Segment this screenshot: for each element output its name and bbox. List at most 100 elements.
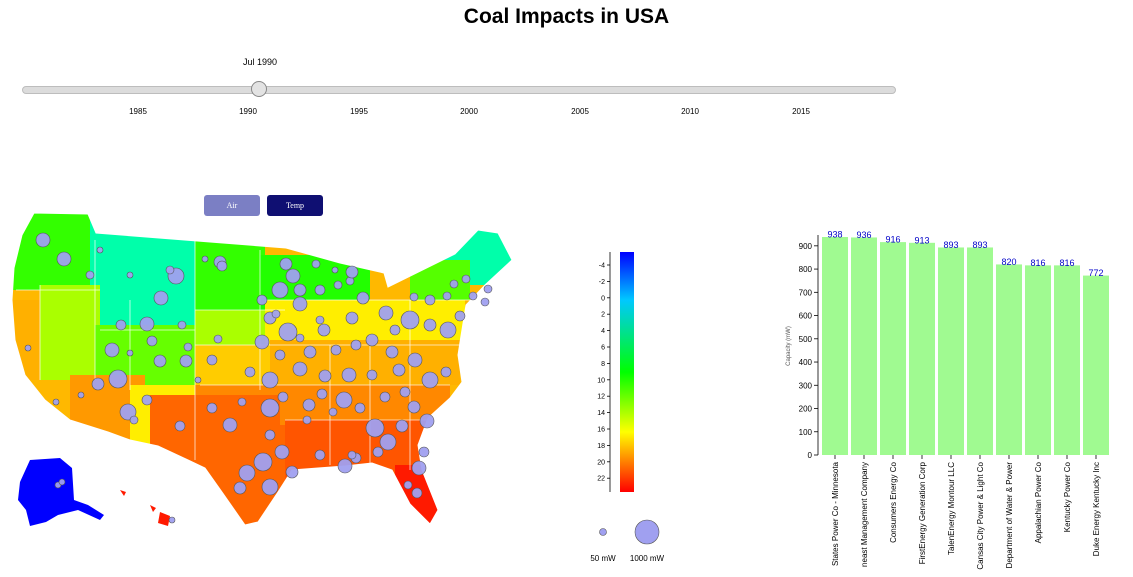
category-label: TalenEnergy Montour LLC	[947, 462, 956, 555]
power-plant-marker	[407, 352, 423, 368]
power-plant-marker	[468, 291, 478, 301]
power-plant-marker	[91, 377, 105, 391]
power-plant-marker	[141, 394, 153, 406]
y-axis-label: Capacity (mW)	[786, 326, 792, 366]
power-plant-marker	[56, 251, 72, 267]
power-plant-marker	[418, 446, 430, 458]
power-plant-marker	[330, 344, 342, 356]
category-label: Consumers Energy Co	[889, 461, 898, 542]
power-plant-marker	[277, 391, 289, 403]
power-plant-marker	[278, 322, 298, 342]
category-label: Department of Water & Power	[1005, 462, 1014, 569]
power-plant-marker	[126, 271, 134, 279]
power-plant-marker	[222, 417, 238, 433]
power-plant-marker	[449, 279, 459, 289]
size-legend-small-label: 50 mW	[590, 554, 616, 563]
date-slider-track[interactable]	[22, 86, 896, 94]
slider-year-tick: 2005	[571, 107, 589, 116]
bar-value-label: 913	[914, 235, 929, 245]
power-plant-marker	[264, 429, 276, 441]
temperature-gradient-bar	[620, 252, 634, 492]
power-plant-marker	[104, 342, 120, 358]
power-plant-marker	[335, 391, 353, 409]
power-plant-marker	[35, 232, 51, 248]
power-plant-marker	[316, 388, 328, 400]
power-plant-marker	[365, 418, 385, 438]
size-legend-large-label: 1000 mW	[630, 554, 665, 563]
power-plant-marker	[177, 320, 187, 330]
power-plant-marker	[421, 371, 439, 389]
capacity-bar	[1054, 265, 1080, 455]
power-plant-marker	[260, 398, 280, 418]
power-plant-marker	[328, 407, 338, 417]
power-plant-marker	[244, 366, 256, 378]
power-plant-marker	[216, 260, 228, 272]
power-plant-marker	[345, 311, 359, 325]
power-plant-marker	[347, 450, 357, 460]
power-plant-marker	[24, 344, 32, 352]
power-plant-marker	[238, 464, 256, 482]
temperature-tick-label: 16	[597, 427, 605, 434]
power-plant-marker	[52, 398, 60, 406]
power-plant-marker	[194, 376, 202, 384]
category-label: neast Management Company	[860, 462, 869, 567]
power-plant-marker	[253, 452, 273, 472]
power-plant-marker	[314, 284, 326, 296]
air-toggle-button[interactable]: Air	[204, 195, 260, 216]
power-plant-marker	[302, 398, 316, 412]
power-plant-marker	[331, 266, 339, 274]
power-plant-marker	[366, 369, 378, 381]
date-slider-thumb[interactable]	[251, 81, 267, 97]
power-plant-marker	[58, 478, 66, 486]
capacity-bar	[851, 237, 877, 455]
power-plant-marker	[354, 402, 366, 414]
power-plant-marker	[423, 318, 437, 332]
temperature-tick-label: 18	[597, 443, 605, 450]
power-plant-marker	[400, 310, 420, 330]
capacity-bar	[1083, 275, 1109, 455]
capacity-bar	[1025, 265, 1051, 455]
power-plant-marker	[168, 516, 176, 524]
power-plant-marker	[411, 460, 427, 476]
slider-date-label: Jul 1990	[242, 57, 278, 67]
power-plant-marker	[279, 257, 293, 271]
temperature-tick-label: 0	[601, 295, 605, 302]
temperature-tick-label: 12	[597, 394, 605, 401]
power-plant-marker	[395, 419, 409, 433]
temperature-tick-label: -2	[599, 279, 605, 286]
power-plant-marker	[256, 294, 268, 306]
category-label: FirstEnergy Generation Corp	[918, 461, 927, 564]
size-legend-small-circle	[599, 528, 607, 536]
power-plant-marker	[274, 349, 286, 361]
power-plant-marker	[341, 367, 357, 383]
temperature-tick-label: 2	[601, 312, 605, 319]
power-plant-marker	[337, 458, 353, 474]
slider-year-tick: 2015	[792, 107, 810, 116]
power-plant-marker	[77, 391, 85, 399]
power-plant-marker	[311, 259, 321, 269]
y-tick-label: 800	[799, 265, 813, 274]
power-plant-marker	[206, 402, 218, 414]
power-plant-marker	[129, 415, 139, 425]
capacity-bar	[822, 237, 848, 455]
power-plant-marker	[378, 305, 394, 321]
slider-year-tick: 2010	[681, 107, 699, 116]
temp-toggle-button[interactable]: Temp	[267, 195, 323, 216]
y-tick-label: 900	[799, 242, 813, 251]
power-plant-marker	[411, 487, 423, 499]
slider-year-tick: 2000	[460, 107, 478, 116]
capacity-bar	[996, 264, 1022, 455]
power-plant-marker	[285, 465, 299, 479]
power-plant-marker	[96, 246, 104, 254]
power-plant-marker	[333, 280, 343, 290]
power-plant-marker	[454, 310, 466, 322]
power-plant-marker	[317, 323, 331, 337]
power-plant-marker	[442, 291, 452, 301]
power-plant-marker	[318, 369, 332, 383]
y-tick-label: 400	[799, 358, 813, 367]
bar-value-label: 893	[943, 240, 958, 250]
y-tick-label: 200	[799, 405, 813, 414]
y-tick-label: 0	[808, 451, 813, 460]
power-plant-marker	[213, 334, 223, 344]
temperature-tick-label: -4	[599, 263, 605, 270]
